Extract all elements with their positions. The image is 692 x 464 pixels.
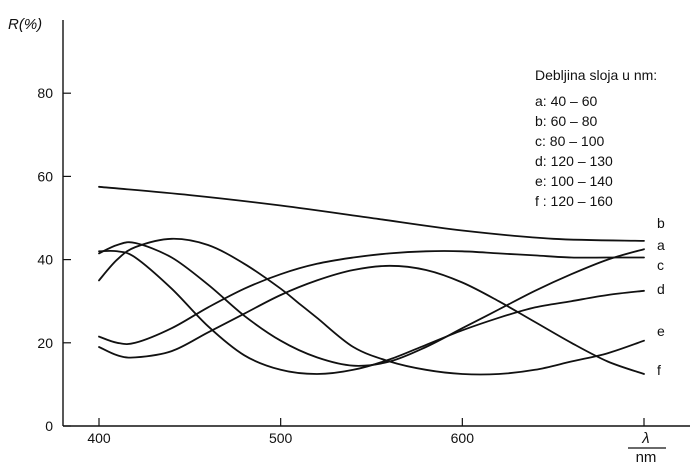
legend-entry: e: 100 – 140 bbox=[535, 173, 613, 189]
series-line-e bbox=[98, 237, 645, 376]
x-axis-label-symbol: λ bbox=[641, 430, 649, 447]
y-tick-label: 0 bbox=[45, 418, 53, 434]
y-tick-label: 60 bbox=[37, 168, 53, 184]
series-line-b bbox=[98, 185, 645, 242]
series-label-c: c bbox=[657, 257, 664, 273]
series-labels: ab cd e f bbox=[657, 215, 665, 378]
y-axis-label: R(%) bbox=[8, 16, 42, 33]
legend-title: Debljina sloja u nm: bbox=[535, 67, 657, 83]
x-tick-label: 500 bbox=[269, 430, 293, 446]
series-line-d bbox=[98, 264, 645, 375]
x-ticks: 400 500 600 bbox=[87, 418, 645, 446]
curves bbox=[98, 185, 645, 376]
axes bbox=[62, 20, 690, 427]
x-tick-label: 600 bbox=[451, 430, 475, 446]
series-label-d: d bbox=[657, 281, 665, 297]
x-tick-label: 400 bbox=[87, 430, 111, 446]
legend-entry: c: 80 – 100 bbox=[535, 133, 604, 149]
series-line-c bbox=[98, 250, 645, 346]
series-label-e: e bbox=[657, 323, 665, 339]
y-tick-label: 80 bbox=[37, 85, 53, 101]
legend-entries: a: 40 – 60 b: 60 – 80 c: 80 – 100 d: 120 – … bbox=[535, 93, 613, 209]
y-tick-label: 20 bbox=[37, 335, 53, 351]
legend-entry: a: 40 – 60 bbox=[535, 93, 597, 109]
series-label-a: a bbox=[657, 237, 665, 253]
x-axis-label-unit: nm bbox=[636, 449, 657, 464]
legend-entry: d: 120 – 130 bbox=[535, 153, 613, 169]
series-label-f: f bbox=[657, 362, 661, 378]
legend-entry: b: 60 – 80 bbox=[535, 113, 597, 129]
y-tick-label: 40 bbox=[37, 252, 53, 268]
legend: Debljina sloja u nm: a: 40 – 60 b: 60 – 8… bbox=[535, 67, 657, 209]
series-line-a bbox=[98, 241, 645, 367]
legend-entry: f : 120 – 160 bbox=[535, 193, 613, 209]
series-label-b: b bbox=[657, 215, 665, 231]
y-ticks: 0 20 40 60 80 bbox=[37, 85, 71, 434]
series-line-f bbox=[98, 249, 645, 375]
